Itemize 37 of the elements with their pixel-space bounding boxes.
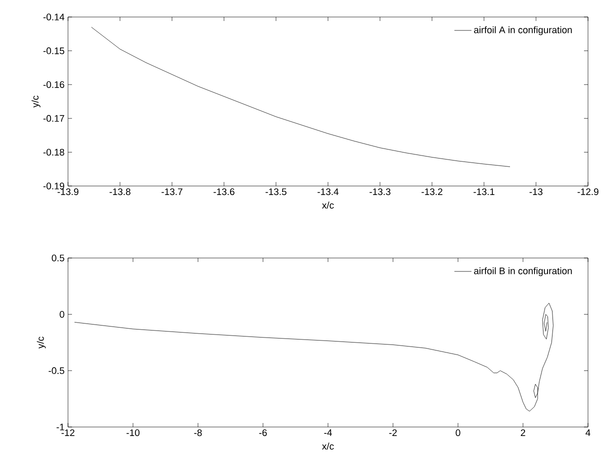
x-tick-label: -13 [530,188,542,196]
x-tick-label: 0 [456,429,460,436]
y-axis-title: y/c [36,336,46,349]
y-tick-label: -0.15 [43,47,64,54]
y-tick-label: -0.19 [43,182,64,190]
x-tick-label: -10 [126,429,140,436]
line-series [74,302,554,412]
y-tick-label: -0.5 [48,367,64,374]
x-tick-label: -12.9 [578,188,598,196]
x-tick-label: -2 [389,429,397,436]
y-tick-label: 0 [60,310,64,318]
x-tick-label: -8 [194,429,202,436]
x-tick-label: -13.9 [58,188,78,196]
x-tick-label: -13.4 [318,188,339,196]
x-tick-label: -13.1 [474,188,494,196]
x-tick-label: -13.3 [370,188,390,196]
x-tick-label: -4 [324,429,332,436]
y-tick-label: -0.16 [43,81,64,88]
x-tick-label: -13.6 [214,188,234,196]
x-tick-label: -13.2 [422,188,442,196]
x-axis-title: x/c [322,442,334,450]
y-tick-label: -0.18 [43,148,64,156]
y-axis-title: y/c [32,96,40,108]
x-tick-label: -13.8 [110,188,130,196]
x-tick-label: -13.5 [266,188,286,196]
x-tick-label: 2 [520,429,526,436]
x-tick-label: 4 [586,429,590,436]
y-tick-label: -1 [56,424,64,430]
x-tick-label: -13.7 [162,188,182,196]
x-axis-title: x/c [322,202,334,209]
y-tick-label: -0.17 [43,115,64,122]
y-tick-label: 0.5 [52,254,64,262]
legend-label: airfoil B in configuration [474,267,572,276]
x-tick-label: -6 [259,429,267,436]
x-tick-label: -12 [62,429,74,436]
y-tick-label: -0.14 [43,14,64,20]
legend-label: airfoil A in configuration [474,26,572,36]
